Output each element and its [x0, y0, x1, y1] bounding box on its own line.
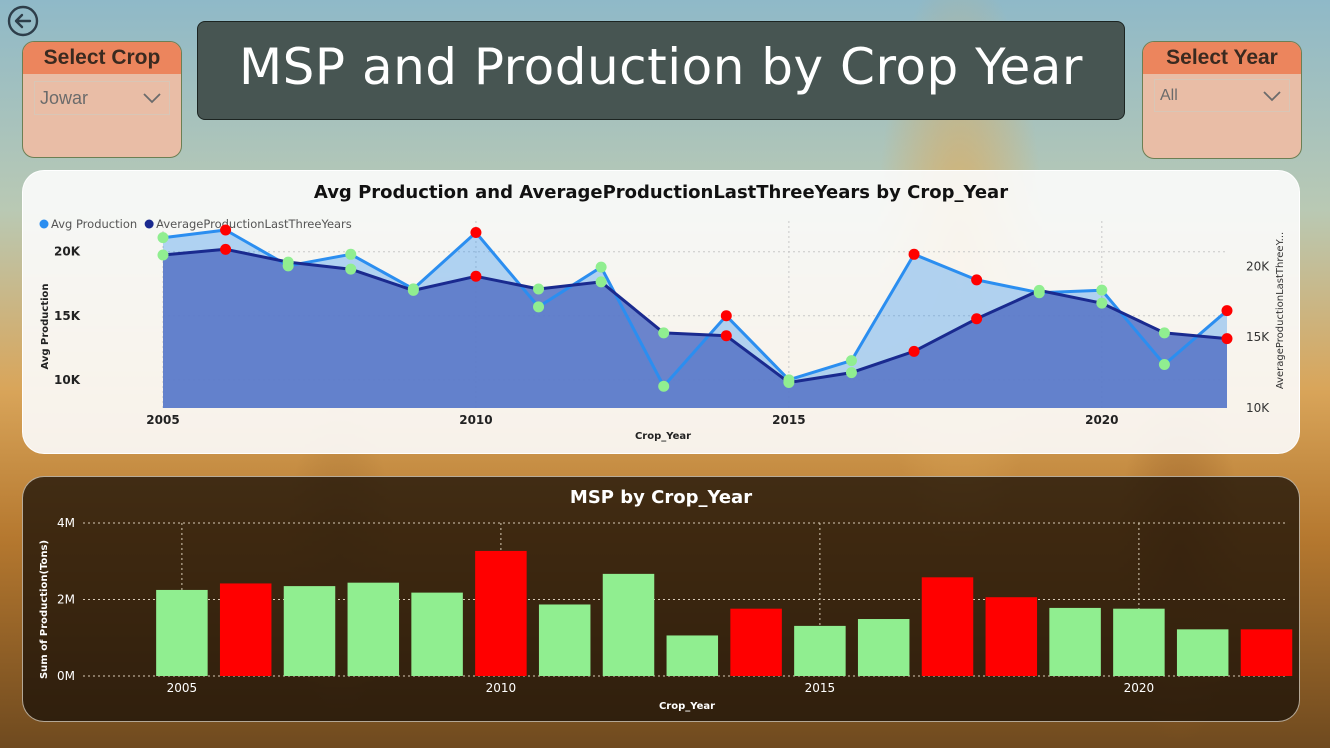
production-chart-panel: Avg Production and AverageProductionLast… [22, 170, 1300, 454]
production-line-chart: Avg Production AverageProductionLastThree… [39, 217, 1286, 442]
avg-production-point[interactable] [971, 274, 983, 286]
avg-production-point[interactable] [470, 227, 482, 239]
avg-last-three-point[interactable] [720, 330, 732, 342]
x-tick-label: 2010 [459, 413, 492, 427]
avg-production-point[interactable] [783, 374, 795, 386]
x-tick-label: 2010 [486, 681, 517, 695]
y-tick-label: 10K [54, 373, 81, 387]
avg-production-point[interactable] [407, 283, 419, 295]
msp-bar[interactable] [602, 573, 655, 676]
avg-production-point[interactable] [845, 355, 857, 367]
msp-bar[interactable] [219, 583, 272, 676]
back-arrow-icon[interactable] [7, 5, 39, 37]
avg-last-three-point[interactable] [908, 345, 920, 357]
avg-last-three-point[interactable] [971, 313, 983, 325]
msp-bar[interactable] [857, 619, 910, 676]
avg-production-point[interactable] [533, 301, 545, 313]
year-slicer: Select Year All [1142, 41, 1302, 159]
avg-last-three-point[interactable] [1221, 333, 1233, 345]
avg-production-point[interactable] [220, 224, 232, 236]
x-axis-label: Crop_Year [659, 701, 715, 712]
legend-label: Avg Production [51, 217, 137, 231]
avg-last-three-point[interactable] [595, 276, 607, 288]
avg-last-three-point[interactable] [533, 283, 545, 295]
x-axis-label: Crop_Year [635, 431, 691, 442]
avg-production-point[interactable] [595, 261, 607, 273]
y-tick-label: 20K [54, 245, 81, 259]
avg-last-three-point[interactable] [1096, 297, 1108, 309]
legend-marker [144, 219, 154, 229]
legend-label: AverageProductionLastThreeYears [156, 217, 352, 231]
y-tick-label: 15K [54, 309, 81, 323]
y-tick-label: 0M [57, 669, 75, 683]
year-slicer-header: Select Year [1143, 42, 1301, 74]
avg-last-three-point[interactable] [1158, 327, 1170, 339]
msp-bar[interactable] [666, 635, 719, 676]
x-tick-label: 2005 [167, 681, 198, 695]
avg-production-point[interactable] [157, 232, 169, 244]
avg-production-point[interactable] [345, 248, 357, 260]
avg-last-three-area [163, 249, 1227, 408]
avg-production-point[interactable] [1221, 305, 1233, 317]
avg-last-three-point[interactable] [470, 270, 482, 282]
msp-bar[interactable] [1240, 629, 1293, 676]
chart-title: MSP by Crop_Year [569, 487, 753, 508]
page-title: MSP and Production by Crop Year [239, 38, 1083, 96]
avg-production-point[interactable] [658, 380, 670, 392]
x-tick-label: 2015 [805, 681, 836, 695]
avg-production-point[interactable] [1096, 284, 1108, 296]
msp-bar[interactable] [1176, 629, 1229, 676]
x-tick-label: 2020 [1124, 681, 1155, 695]
y-tick-label: 2M [57, 593, 75, 607]
avg-last-three-point[interactable] [157, 249, 169, 261]
msp-chart-panel: MSP by Crop_Year 0M 2M 4M 2005 2010 2015 2020 C… [22, 476, 1300, 722]
crop-dropdown-value: Jowar [40, 88, 89, 108]
msp-bar[interactable] [1113, 608, 1165, 676]
avg-last-three-point[interactable] [345, 263, 357, 275]
avg-production-point[interactable] [720, 310, 732, 322]
crop-slicer: Select Crop Jowar [22, 41, 182, 158]
msp-bar[interactable] [156, 589, 208, 676]
avg-production-point[interactable] [1158, 358, 1170, 370]
y2-tick-label: 10K [1246, 401, 1270, 415]
avg-production-point[interactable] [908, 248, 920, 260]
msp-bar[interactable] [347, 582, 400, 676]
y2-tick-label: 15K [1246, 330, 1270, 344]
avg-last-three-point[interactable] [658, 327, 670, 339]
msp-bar-chart: 0M 2M 4M 2005 2010 2015 2020 Crop_Year Sum of Pr… [39, 516, 1293, 712]
x-tick-label: 2015 [772, 413, 805, 427]
crop-slicer-header: Select Crop [23, 42, 181, 74]
msp-bar[interactable] [921, 577, 974, 676]
x-tick-label: 2005 [146, 413, 179, 427]
avg-production-point[interactable] [1033, 287, 1045, 299]
msp-bar[interactable] [730, 608, 782, 676]
year-dropdown[interactable]: All [1154, 79, 1290, 112]
msp-bar[interactable] [1049, 607, 1101, 676]
chevron-down-icon [1263, 91, 1281, 102]
chevron-down-icon [143, 93, 161, 104]
msp-bar[interactable] [794, 625, 846, 676]
avg-production-point[interactable] [282, 260, 294, 272]
y2-tick-label: 20K [1246, 259, 1270, 273]
y2-axis-label: AverageProductionLastThreeY... [1275, 232, 1286, 389]
avg-last-three-point[interactable] [220, 243, 232, 255]
chart-title: Avg Production and AverageProductionLast… [313, 182, 1009, 203]
msp-bar[interactable] [283, 586, 336, 676]
y-axis-label: Sum of Production(Tons) [39, 540, 50, 679]
y-tick-label: 4M [57, 516, 75, 530]
msp-bar[interactable] [985, 597, 1038, 676]
avg-last-three-line [162, 247, 1228, 384]
msp-bar[interactable] [538, 604, 591, 676]
x-tick-label: 2020 [1085, 413, 1118, 427]
year-dropdown-value: All [1160, 87, 1178, 104]
avg-last-three-point[interactable] [845, 367, 857, 379]
y-axis-label: Avg Production [40, 283, 51, 369]
legend-marker [39, 219, 49, 229]
msp-bar[interactable] [411, 592, 463, 676]
crop-dropdown[interactable]: Jowar [34, 81, 170, 115]
msp-bar[interactable] [475, 550, 527, 676]
dashboard-title-box: MSP and Production by Crop Year [197, 21, 1125, 120]
